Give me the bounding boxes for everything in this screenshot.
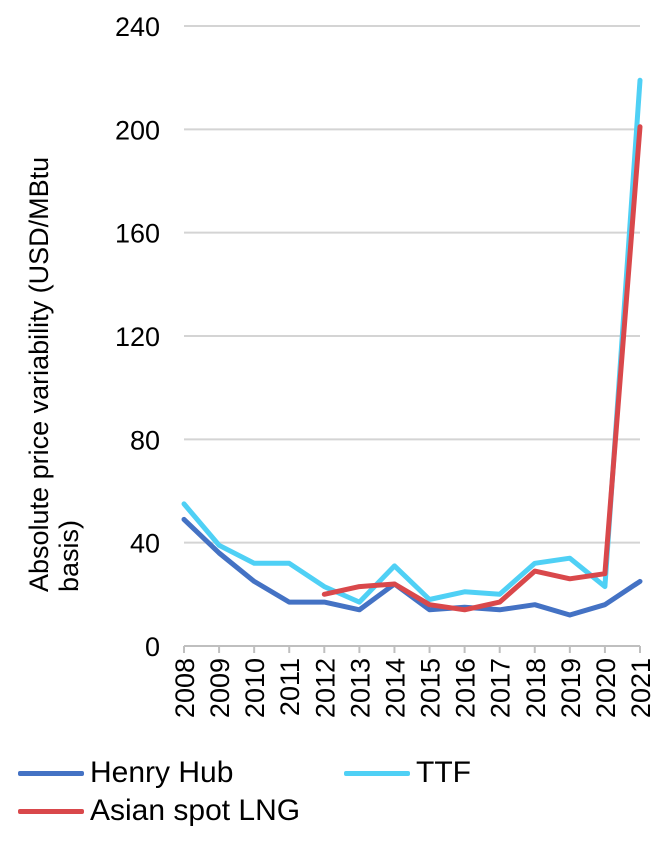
x-tick-2016: 2016 (451, 658, 481, 718)
y-tick-80: 80 (130, 425, 160, 455)
legend-label-asian-spot-lng: Asian spot LNG (90, 794, 301, 827)
x-tick-2020: 2020 (591, 658, 621, 718)
x-tick-2017: 2017 (486, 658, 516, 718)
x-tick-2015: 2015 (416, 658, 446, 718)
x-tick-2014: 2014 (380, 658, 410, 718)
x-tick-2021: 2021 (626, 658, 656, 718)
x-tick-2009: 2009 (205, 658, 235, 718)
x-tick-2019: 2019 (556, 658, 586, 718)
x-tick-2018: 2018 (521, 658, 551, 718)
y-axis-label-line-1: Absolute price variability (USD/MBtu (24, 157, 54, 592)
legend-label-henry-hub: Henry Hub (90, 756, 234, 789)
legend-item-ttf: TTF (344, 756, 471, 790)
series-line-ttf (181, 77, 643, 605)
series-lines (181, 77, 643, 618)
axes (183, 645, 641, 653)
gridlines (184, 25, 640, 544)
legend-item-henry-hub: Henry Hub (18, 756, 233, 790)
y-tick-160: 160 (115, 219, 160, 249)
x-tick-labels: 2008 2009 2010 2011 2012 2013 2014 2015 2016 2017… (170, 658, 656, 718)
y-tick-120: 120 (115, 322, 160, 352)
y-tick-0: 0 (145, 632, 160, 662)
legend: Henry Hub TTF Asian spot LNG (18, 756, 658, 846)
x-tick-2013: 2013 (345, 658, 375, 718)
legend-swatch-ttf (344, 770, 410, 776)
legend-label-ttf: TTF (416, 756, 471, 789)
series-line-asian-spot-lng (321, 124, 643, 613)
x-tick-2011: 2011 (275, 658, 305, 716)
y-axis-label-line-2: basis) (54, 520, 84, 592)
legend-swatch-henry-hub (18, 770, 84, 776)
y-tick-40: 40 (130, 529, 160, 559)
y-tick-240: 240 (115, 12, 160, 42)
x-tick-2008: 2008 (170, 658, 200, 718)
y-tick-labels: 0 40 80 120 160 200 240 (115, 12, 160, 662)
legend-item-asian-spot-lng: Asian spot LNG (18, 794, 300, 828)
series-line-henry-hub (181, 516, 643, 618)
y-tick-200: 200 (115, 115, 160, 145)
x-tick-2010: 2010 (240, 658, 270, 718)
legend-swatch-asian-spot-lng (18, 808, 84, 814)
x-tick-2012: 2012 (310, 658, 340, 718)
